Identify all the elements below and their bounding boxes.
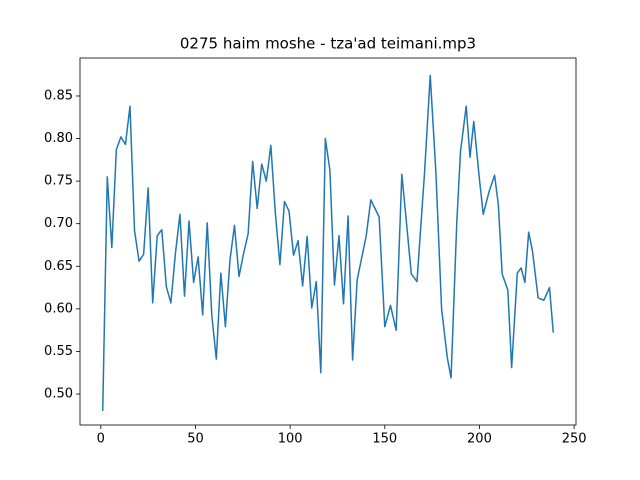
data-line [101,74,555,412]
x-tick-label: 150 [372,432,397,447]
y-tick-label: 0.70 [44,216,73,231]
y-tick-label: 0.60 [44,301,73,316]
y-tick-label: 0.80 [44,131,73,146]
x-tick-label: 250 [562,432,587,447]
y-tick-label: 0.55 [44,344,73,359]
plot-frame [79,57,577,426]
y-tick-label: 0.85 [44,88,73,103]
y-tick-label: 0.75 [44,174,73,189]
x-tick-label: 50 [187,432,204,447]
y-tick-label: 0.65 [44,259,73,274]
y-tick-label: 0.50 [44,387,73,402]
x-tick-label: 200 [467,432,492,447]
x-tick-label: 100 [278,432,303,447]
x-tick-label: 0 [97,432,105,447]
chart-title: 0275 haim moshe - tza'ad teimani.mp3 [180,35,476,53]
